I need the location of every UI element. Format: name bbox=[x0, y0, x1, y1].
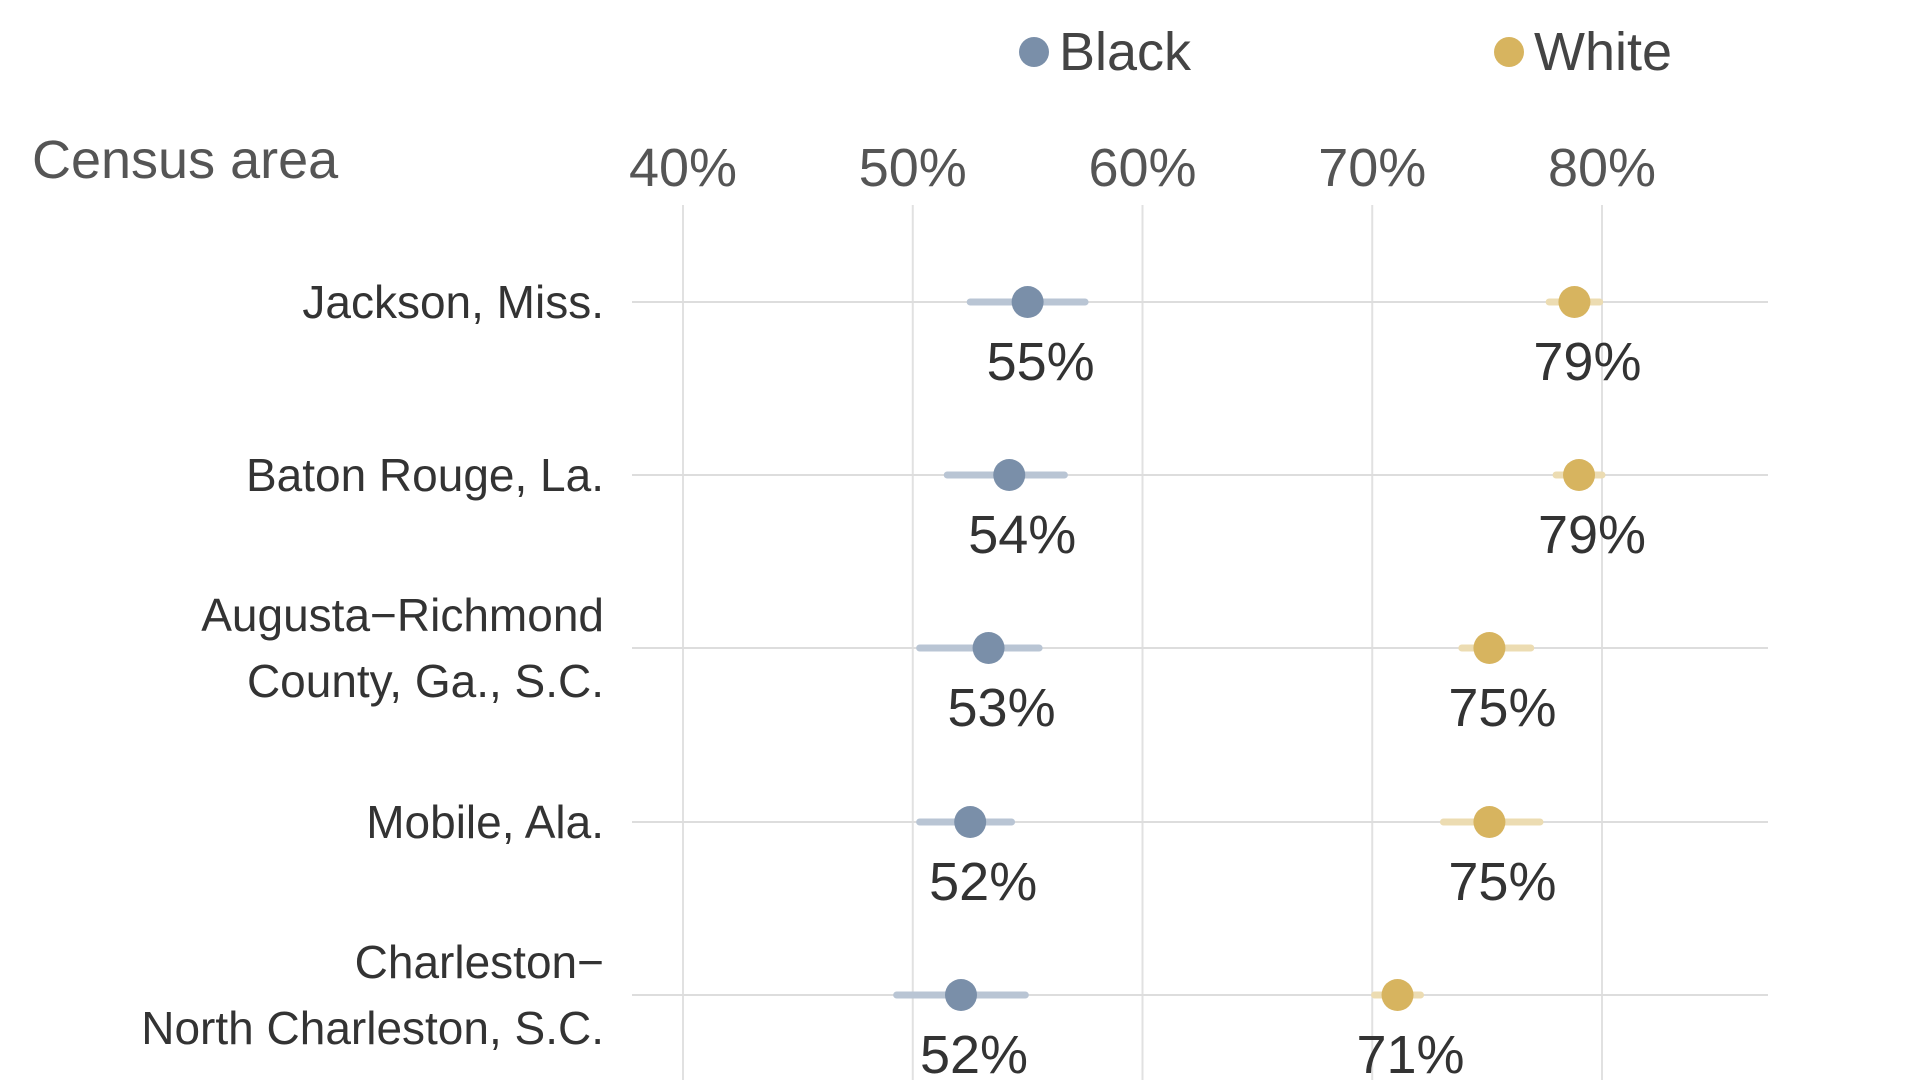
data-point bbox=[1563, 459, 1596, 491]
category-label: Charleston− bbox=[355, 936, 604, 988]
data-label: 75% bbox=[1448, 852, 1556, 912]
legend-marker bbox=[1019, 37, 1049, 67]
gridlines bbox=[682, 205, 1603, 1080]
data-label: 52% bbox=[920, 1025, 1028, 1080]
axis-title: Census area bbox=[32, 130, 339, 190]
row-lines bbox=[632, 301, 1768, 996]
x-axis-ticks: 40% 50% 60% 70% 80% bbox=[629, 138, 1656, 198]
data-label: 52% bbox=[929, 852, 1037, 912]
data-label: 54% bbox=[968, 505, 1076, 565]
data-point bbox=[993, 459, 1026, 491]
data-point bbox=[972, 632, 1005, 664]
data-point bbox=[944, 979, 977, 1011]
data-point bbox=[1473, 806, 1506, 838]
category-label: County, Ga., S.C. bbox=[247, 655, 604, 707]
data-label: 79% bbox=[1538, 505, 1646, 565]
x-tick-label: 60% bbox=[1088, 138, 1196, 198]
data-marks: 55% 54% 53% 52% 52% 79% 79% 75% 75% 71% bbox=[893, 286, 1646, 1080]
legend-marker bbox=[1494, 37, 1524, 67]
data-label: 75% bbox=[1448, 678, 1556, 738]
x-tick-label: 80% bbox=[1548, 138, 1656, 198]
data-point bbox=[1558, 286, 1591, 318]
data-label: 53% bbox=[948, 678, 1056, 738]
x-tick-label: 70% bbox=[1318, 138, 1426, 198]
data-label: 55% bbox=[987, 332, 1095, 392]
legend-label: White bbox=[1534, 22, 1672, 82]
row-labels: Jackson, Miss. Baton Rouge, La. Augusta−Ri… bbox=[141, 276, 604, 1054]
data-point bbox=[954, 806, 987, 838]
category-label: Jackson, Miss. bbox=[302, 276, 604, 328]
data-point bbox=[1473, 632, 1506, 664]
data-label: 79% bbox=[1533, 332, 1641, 392]
category-label: Augusta−Richmond bbox=[201, 589, 604, 641]
data-point bbox=[1381, 979, 1414, 1011]
legend-label: Black bbox=[1059, 22, 1192, 82]
x-tick-label: 50% bbox=[859, 138, 967, 198]
x-tick-label: 40% bbox=[629, 138, 737, 198]
category-label: Mobile, Ala. bbox=[366, 796, 604, 848]
category-label: North Charleston, S.C. bbox=[141, 1002, 604, 1054]
category-label: Baton Rouge, La. bbox=[246, 449, 604, 501]
data-point bbox=[1011, 286, 1044, 318]
legend: Black White bbox=[1019, 22, 1672, 82]
data-label: 71% bbox=[1356, 1025, 1464, 1080]
